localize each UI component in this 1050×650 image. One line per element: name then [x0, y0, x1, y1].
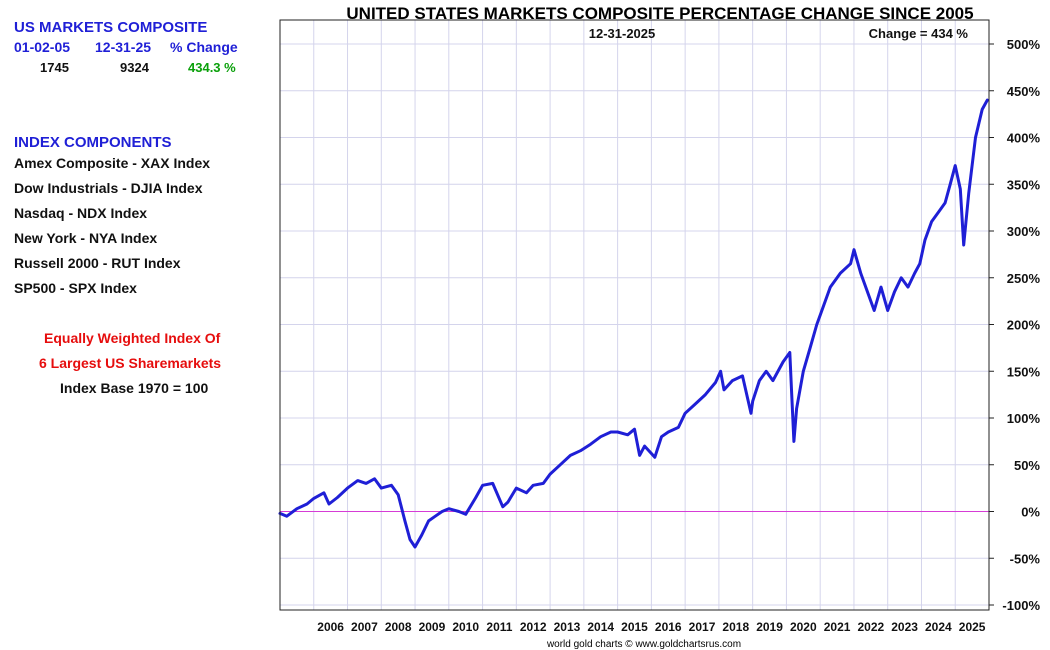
component-item: Dow Industrials - DJIA Index [14, 180, 203, 196]
x-tick-label: 2010 [452, 620, 479, 634]
x-tick-label: 2008 [385, 620, 412, 634]
x-tick-label: 2024 [925, 620, 952, 634]
y-tick-label: 250% [1007, 271, 1041, 286]
x-tick-label: 2021 [824, 620, 851, 634]
x-tick-label: 2012 [520, 620, 547, 634]
base-note: Index Base 1970 = 100 [60, 380, 209, 396]
change-header-label: % Change [170, 39, 238, 55]
component-item: Amex Composite - XAX Index [14, 155, 211, 171]
chart-date-label: 12-31-2025 [589, 26, 656, 41]
x-tick-label: 2013 [554, 620, 581, 634]
component-item: Nasdaq - NDX Index [14, 205, 148, 221]
footer-credit: world gold charts © www.goldchartsrus.co… [546, 639, 741, 650]
series-line [278, 98, 989, 549]
change-value: 434.3 % [188, 60, 236, 75]
start-date-label: 01-02-05 [14, 39, 71, 55]
x-tick-label: 2022 [857, 620, 884, 634]
y-tick-label: 200% [1007, 318, 1041, 333]
y-tick-label: 100% [1007, 411, 1041, 426]
chart-title: UNITED STATES MARKETS COMPOSITE PERCENTA… [346, 4, 973, 23]
component-item: New York - NYA Index [14, 230, 158, 246]
sidebar-heading: US MARKETS COMPOSITE [14, 19, 208, 36]
x-tick-label: 2014 [587, 620, 614, 634]
component-item: SP500 - SPX Index [14, 280, 137, 296]
x-tick-label: 2023 [891, 620, 918, 634]
x-tick-label: 2020 [790, 620, 817, 634]
end-date-label: 12-31-25 [95, 39, 152, 55]
x-tick-label: 2006 [317, 620, 344, 634]
x-tick-label: 2019 [756, 620, 783, 634]
x-tick-label: 2011 [486, 620, 512, 634]
x-tick-label: 2015 [621, 620, 648, 634]
x-tick-label: 2018 [722, 620, 749, 634]
y-tick-label: 500% [1007, 37, 1041, 52]
y-tick-label: -50% [1010, 551, 1041, 566]
x-tick-label: 2009 [419, 620, 446, 634]
plot-border [279, 19, 990, 611]
start-value: 1745 [40, 60, 69, 75]
y-tick-label: 300% [1007, 224, 1041, 239]
y-tick-label: -100% [1002, 598, 1040, 613]
component-item: Russell 2000 - RUT Index [14, 255, 181, 271]
y-tick-label: 50% [1014, 458, 1040, 473]
x-tick-label: 2025 [959, 620, 986, 634]
components-heading: INDEX COMPONENTS [14, 134, 172, 151]
note-line-1: Equally Weighted Index Of [44, 330, 221, 346]
x-tick-label: 2007 [351, 620, 378, 634]
chart-change-label: Change = 434 % [869, 26, 969, 41]
y-tick-label: 350% [1007, 177, 1041, 192]
y-tick-label: 0% [1021, 505, 1040, 520]
y-tick-label: 450% [1007, 84, 1041, 99]
end-value: 9324 [120, 60, 149, 75]
x-tick-label: 2016 [655, 620, 682, 634]
x-tick-label: 2017 [689, 620, 716, 634]
y-tick-label: 400% [1007, 131, 1041, 146]
y-tick-label: 150% [1007, 364, 1041, 379]
note-line-2: 6 Largest US Sharemarkets [39, 355, 222, 371]
